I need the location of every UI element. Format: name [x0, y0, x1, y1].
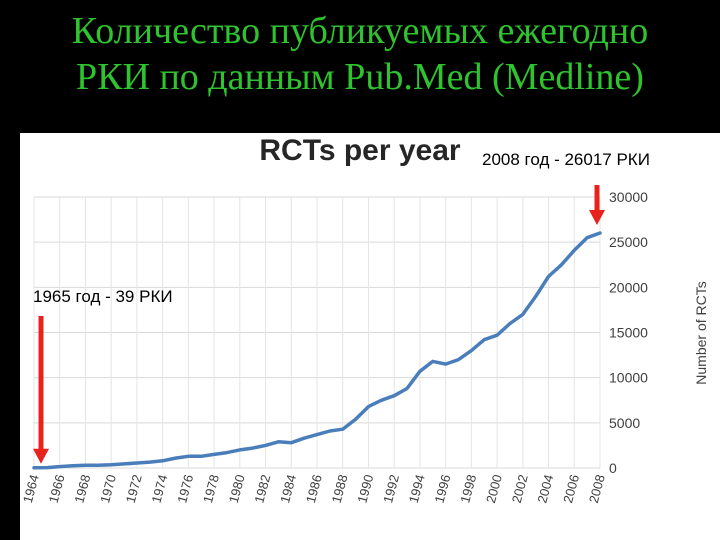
arrow-1965-head	[33, 448, 49, 464]
x-tick-label: 1984	[277, 473, 299, 505]
y-tick-label: 30000	[609, 189, 648, 205]
rcts-series-line	[32, 231, 602, 470]
annotation-1965: 1965 год - 39 РКИ	[33, 287, 173, 306]
y-tick-label: 5000	[609, 415, 640, 431]
arrow-2008-head	[589, 209, 605, 225]
arrow-1965-shaft	[38, 316, 44, 450]
arrow-2008-shaft	[594, 185, 600, 211]
x-tick-label: 2008	[586, 473, 608, 505]
x-tick-label: 1996	[432, 473, 454, 505]
x-tick-label: 1976	[174, 473, 196, 505]
y-tick-label: 10000	[609, 370, 648, 386]
x-tick-label: 1966	[46, 473, 68, 505]
x-tick-label: 1990	[354, 473, 376, 505]
x-tick-label: 1992	[380, 473, 402, 505]
y-tick-label: 20000	[609, 279, 648, 295]
x-tick-label: 1978	[200, 473, 222, 505]
x-tick-label: 1970	[97, 473, 119, 505]
x-tick-label: 2002	[509, 473, 531, 505]
slide-title-line-1: Количество публикуемых ежегодно	[71, 10, 649, 52]
chart-title: RCTs per year	[259, 134, 461, 167]
x-tick-label: 1982	[251, 473, 273, 505]
x-tick-label: 1988	[329, 473, 351, 505]
x-tick-label: 1964	[20, 473, 42, 505]
arrow-2008	[589, 185, 605, 225]
x-tick-label: 1968	[71, 473, 93, 505]
x-tick-label: 1986	[303, 473, 325, 505]
x-tick-label: 1974	[149, 473, 171, 505]
arrow-1965	[33, 316, 49, 464]
x-tick-label: 1972	[123, 473, 145, 505]
slide-title-line-2: РКИ по данным Pub.Med (Medline)	[76, 56, 644, 98]
annotation-2008: 2008 год - 26017 РКИ	[482, 150, 650, 169]
x-tick-label: 2004	[534, 473, 556, 505]
x-tick-label: 1994	[406, 473, 428, 505]
y-tick-label: 25000	[609, 234, 648, 250]
x-tick-label: 1998	[457, 473, 479, 505]
y-tick-label: 15000	[609, 325, 648, 341]
x-tick-label: 2006	[560, 473, 582, 505]
chart-panel: 0 5000 10000 15000 20000 25000 30000 1964 1966 19…	[20, 133, 720, 540]
x-tick-label: 2000	[483, 473, 505, 505]
x-tick-label: 1980	[226, 473, 248, 505]
y-tick-label: 0	[609, 460, 617, 476]
slide-title: Количество публикуемых ежегодно РКИ по д…	[0, 8, 720, 100]
y-axis-label: Number of RCTs	[693, 281, 709, 384]
